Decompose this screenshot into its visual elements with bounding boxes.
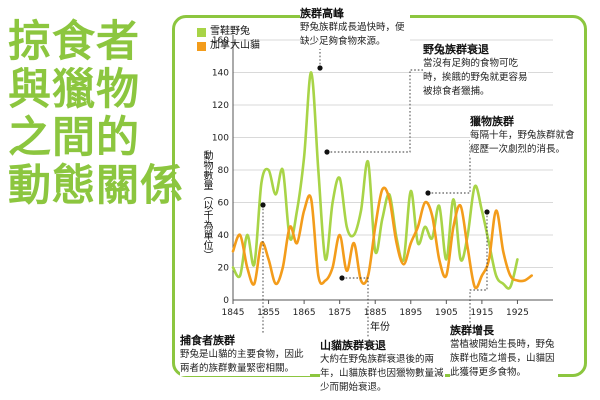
- marker-dot-predator: [260, 202, 266, 208]
- title-line-3: 之間的: [8, 113, 140, 163]
- y-tick-label: 40: [218, 231, 230, 241]
- legend-label-hare: 雪鞋野兔: [210, 26, 250, 37]
- callout-predator: 捕食者族群 野兔是山貓的主要食物，因此兩者的族群數量緊密相關。: [180, 333, 310, 376]
- marker-dot-hare-decline: [324, 149, 330, 155]
- callout-peak-text: 野兔族群成長過快時，便缺少足夠食物來源。: [300, 22, 405, 47]
- x-tick-label: 1845: [222, 308, 245, 318]
- legend-swatch-hare: [197, 27, 206, 37]
- legend-item-lynx: 加拿大山貓: [197, 39, 260, 53]
- y-tick-label: 140: [212, 69, 229, 79]
- marker-dot-prey: [425, 190, 431, 196]
- y-tick-label: 120: [212, 101, 229, 111]
- callout-lynx-decline-text: 大約在野兔族群衰退後的兩年，山貓族群也因獵物數量減少而開始衰退。: [320, 354, 444, 393]
- callout-lynx-decline-title: 山貓族群衰退: [320, 339, 386, 352]
- x-axis-label: 年份: [370, 322, 390, 333]
- x-tick-label: 1895: [399, 308, 422, 318]
- title-line-2: 與獵物: [8, 65, 140, 115]
- marker-dot-lynx-decline: [339, 275, 345, 281]
- callout-peak-title: 族群高峰: [300, 7, 344, 20]
- callout-peak: 族群高峰 野兔族群成長過快時，便缺少足夠食物來源。: [300, 6, 410, 49]
- marker-dot-peak: [317, 65, 323, 71]
- legend-swatch-lynx: [197, 41, 206, 51]
- callout-growth: 族群增長 當植被開始生長時，野兔族群也隨之增長，山貓因此獲得更多食物。: [450, 323, 558, 380]
- legend-label-lynx: 加拿大山貓: [210, 40, 260, 51]
- leader-line: [428, 140, 471, 194]
- y-tick-label: 60: [218, 199, 230, 209]
- chart-legend: 雪鞋野兔 加拿大山貓: [197, 25, 260, 53]
- callout-growth-text: 當植被開始生長時，野兔族群也隨之增長，山貓因此獲得更多食物。: [450, 339, 555, 378]
- y-tick-label: 160: [212, 36, 229, 46]
- x-tick-label: 1925: [506, 308, 529, 318]
- x-tick-label: 1865: [293, 308, 316, 318]
- legend-item-hare: 雪鞋野兔: [197, 25, 260, 39]
- y-tick-label: 0: [223, 296, 229, 306]
- callout-prey-text: 每隔十年，野兔族群就會經歷一次劇烈的消長。: [470, 130, 575, 155]
- y-tick-label: 80: [218, 166, 230, 176]
- series-line-hare: [231, 71, 519, 290]
- callout-growth-title: 族群增長: [450, 324, 494, 337]
- callout-hare-decline-title: 野兔族群衰退: [423, 43, 489, 56]
- callout-hare-decline-text: 當沒有足夠的食物可吃時，挨餓的野兔就更容易被掠食者獵捕。: [423, 58, 528, 97]
- big-title: 掠食者 與獵物 之間的 動態關係: [8, 17, 184, 211]
- callout-prey-title: 獵物族群: [470, 115, 514, 128]
- x-tick-label: 1915: [470, 308, 493, 318]
- leader-line: [469, 212, 488, 323]
- y-tick-label: 20: [218, 264, 230, 274]
- x-tick-label: 1885: [364, 308, 387, 318]
- callout-hare-decline: 野兔族群衰退 當沒有足夠的食物可吃時，挨餓的野兔就更容易被掠食者獵捕。: [423, 42, 528, 99]
- x-tick-label: 1855: [257, 308, 280, 318]
- y-tick-label: 100: [212, 134, 229, 144]
- leader-line: [342, 277, 369, 338]
- x-tick-label: 1905: [435, 308, 458, 318]
- callout-predator-text: 野兔是山貓的主要食物，因此兩者的族群數量緊密相關。: [180, 349, 304, 374]
- title-line-1: 掠食者: [8, 17, 140, 67]
- callout-prey: 獵物族群 每隔十年，野兔族群就會經歷一次劇烈的消長。: [470, 114, 575, 157]
- y-axis-label: 動物數量（以千為單位）: [201, 150, 212, 260]
- callout-predator-title: 捕食者族群: [180, 334, 235, 347]
- title-line-4: 動態關係: [8, 161, 184, 211]
- leader-line: [327, 69, 423, 153]
- callout-lynx-decline: 山貓族群衰退 大約在野兔族群衰退後的兩年，山貓族群也因獵物數量減少而開始衰退。: [320, 338, 445, 395]
- marker-dot-growth: [484, 209, 490, 215]
- series-line-lynx: [231, 186, 533, 290]
- x-tick-label: 1875: [328, 308, 351, 318]
